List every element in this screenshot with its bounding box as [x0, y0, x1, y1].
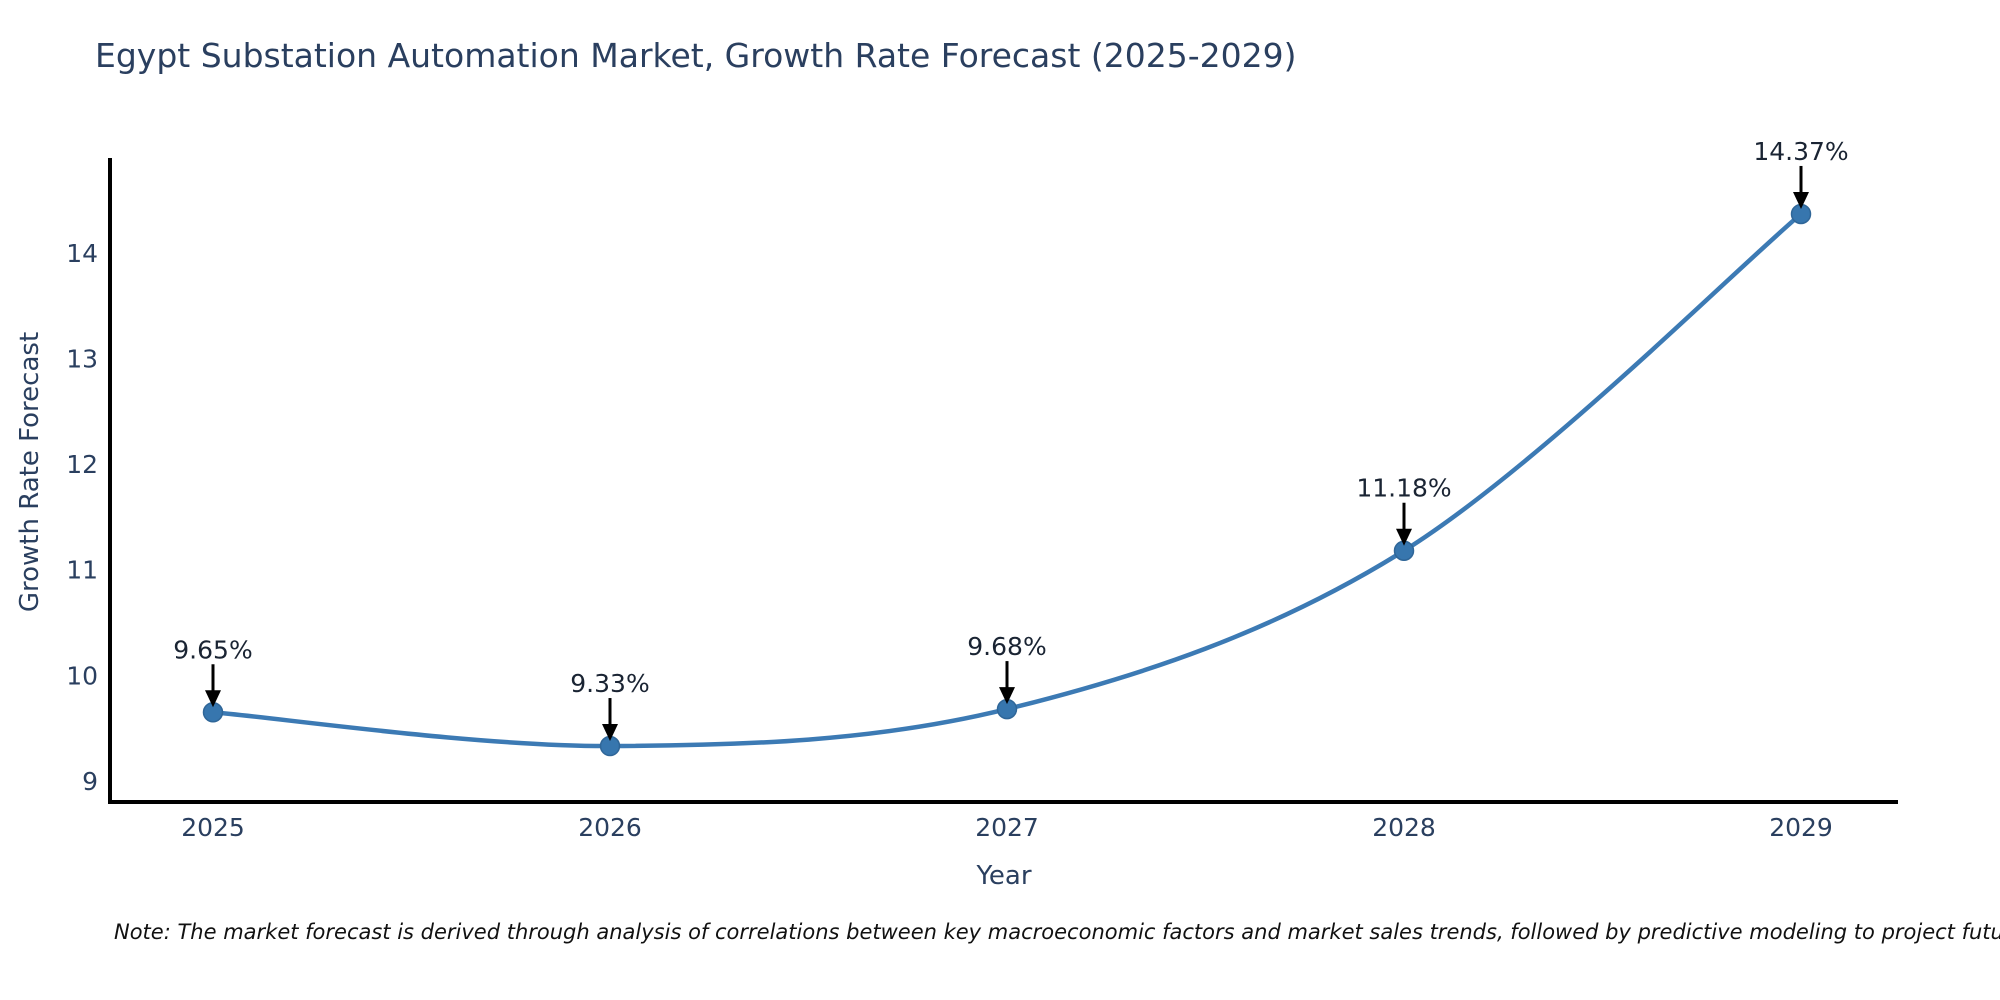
annotation-arrowhead-icon: [205, 690, 221, 708]
y-tick-label: 10: [66, 661, 98, 690]
y-tick-label: 11: [66, 556, 98, 585]
data-point-label: 14.37%: [1753, 137, 1848, 166]
y-tick-label: 14: [66, 239, 98, 268]
x-tick-label: 2029: [1769, 813, 1833, 842]
chart-title: Egypt Substation Automation Market, Grow…: [95, 36, 1297, 75]
data-point-label: 9.65%: [173, 635, 252, 664]
x-axis-title: Year: [976, 861, 1032, 891]
data-point-label: 9.33%: [570, 669, 649, 698]
annotation-arrowhead-icon: [1793, 191, 1809, 209]
x-tick-label: 2027: [975, 813, 1039, 842]
x-tick-label: 2028: [1372, 813, 1436, 842]
y-tick-label: 9: [82, 767, 98, 796]
x-tick-label: 2026: [578, 813, 642, 842]
data-point-label: 9.68%: [967, 632, 1046, 661]
annotation-arrowhead-icon: [999, 687, 1015, 705]
data-point-label: 11.18%: [1356, 474, 1451, 503]
annotation-arrowhead-icon: [602, 724, 618, 742]
y-tick-label: 13: [66, 345, 98, 374]
footnote: Note: The market forecast is derived thr…: [114, 920, 2000, 944]
x-tick-label: 2025: [181, 813, 245, 842]
annotation-arrowhead-icon: [1396, 528, 1412, 546]
y-tick-label: 12: [66, 450, 98, 479]
